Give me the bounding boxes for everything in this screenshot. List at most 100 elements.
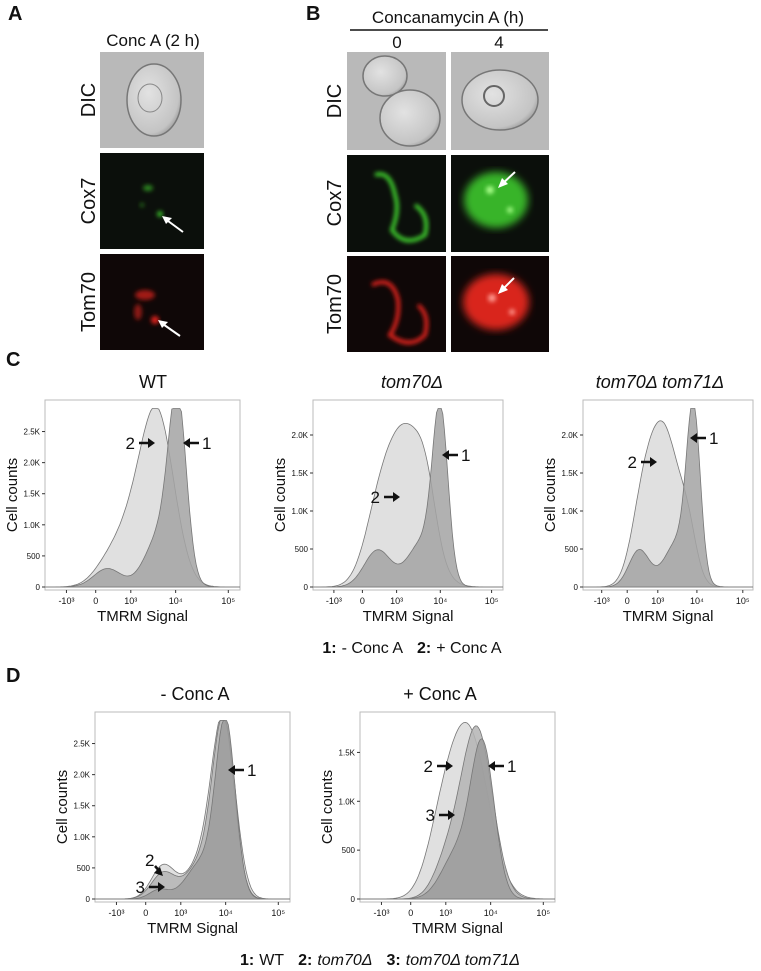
legend-key: 3:	[387, 952, 401, 969]
x-axis-label: TMRM Signal	[623, 608, 714, 625]
row-label: Cox7	[324, 180, 346, 227]
arrow-label: 1	[202, 434, 211, 453]
arrowhead	[148, 438, 155, 448]
arrowhead	[448, 810, 455, 820]
x-axis-label: TMRM Signal	[363, 608, 454, 625]
row-label: Tom70	[78, 272, 100, 332]
y-tick-label: 0	[86, 895, 91, 904]
arrowhead	[442, 450, 449, 460]
plot-title: WT	[139, 372, 167, 392]
column-label: 4	[494, 33, 503, 52]
histogram-curve	[583, 408, 753, 588]
y-tick-label: 1.0K	[24, 521, 41, 530]
histogram: tom70Δ 0 500 1.0K 1.5K 2.0K -10³ 0 10³ 10⁴ 10⁵ TMRM…	[272, 372, 504, 625]
x-tick-label: 10⁵	[485, 596, 499, 606]
x-tick-label: -10³	[108, 908, 124, 918]
y-tick-label: 2.0K	[292, 431, 309, 440]
x-tick-label: -10³	[373, 908, 389, 918]
x-tick-label: 10⁴	[484, 908, 498, 918]
panel-title: Conc A (2 h)	[106, 31, 200, 50]
x-tick-label: 0	[625, 596, 630, 606]
row-label: Tom70	[324, 274, 346, 334]
y-tick-label: 1.5K	[562, 469, 579, 478]
histogram-curve	[45, 408, 240, 588]
arrowhead	[393, 492, 400, 502]
x-tick-label: 0	[408, 908, 413, 918]
x-tick-label: 10³	[174, 908, 187, 918]
x-tick-label: 10⁵	[271, 908, 285, 918]
x-tick-label: 10⁴	[690, 596, 704, 606]
y-tick-label: 500	[565, 545, 579, 554]
legend-text: - Conc A	[342, 640, 404, 657]
x-tick-label: -10³	[58, 596, 74, 606]
y-tick-label: 2.5K	[24, 428, 41, 437]
arrowhead	[228, 765, 235, 775]
panel-letter: A	[8, 3, 22, 25]
row-label: DIC	[324, 84, 346, 118]
arrowhead	[446, 761, 453, 771]
arrow-label: 2	[371, 488, 380, 507]
y-tick-label: 0	[304, 583, 309, 592]
y-tick-label: 1.0K	[339, 797, 356, 806]
y-tick-label: 1.5K	[24, 490, 41, 499]
y-tick-label: 1.0K	[292, 507, 309, 516]
x-tick-label: 10³	[651, 596, 664, 606]
y-axis-label: Cell counts	[542, 458, 559, 532]
histogram-curve	[313, 408, 503, 588]
y-tick-label: 0	[351, 895, 356, 904]
legend: 1: WT 2: tom70Δ 3: tom70Δ tom71Δ	[240, 952, 520, 969]
arrowhead	[154, 867, 163, 876]
histogram: - Conc A 0 500 1.0K 1.5K 2.0K 2.5K -10³ 0 10³ 10⁴ 1…	[54, 684, 291, 937]
arrowhead	[183, 438, 190, 448]
column-label: 0	[392, 33, 401, 52]
x-axis-label: TMRM Signal	[97, 608, 188, 625]
x-tick-label: 10⁴	[169, 596, 183, 606]
panel-letter: C	[6, 349, 20, 371]
legend-text: + Conc A	[436, 640, 502, 657]
y-tick-label: 500	[342, 846, 356, 855]
plot-title: - Conc A	[160, 684, 229, 704]
arrowhead	[488, 761, 495, 771]
legend-text: WT	[259, 952, 284, 969]
arrow-label: 1	[247, 761, 256, 780]
y-tick-label: 0	[36, 583, 41, 592]
arrow-label: 2	[126, 434, 135, 453]
histogram: + Conc A 0 500 1.0K 1.5K -10³ 0 10³ 10⁴ 10⁵ TMRM S…	[319, 684, 556, 937]
y-tick-label: 1.0K	[74, 833, 91, 842]
y-tick-label: 500	[27, 552, 41, 561]
legend-key: 2:	[298, 952, 312, 969]
x-axis-label: TMRM Signal	[412, 920, 503, 937]
legend-key: 1:	[240, 952, 254, 969]
arrow-label: 2	[424, 757, 433, 776]
y-tick-label: 2.0K	[24, 459, 41, 468]
y-tick-label: 1.5K	[339, 748, 356, 757]
y-tick-label: 500	[295, 545, 309, 554]
plot-title: tom70Δ tom71Δ	[596, 372, 725, 392]
histogram: tom70Δ tom71Δ 0 500 1.0K 1.5K 2.0K -10³ 0 10³ 10⁴…	[542, 372, 754, 625]
x-tick-label: 0	[143, 908, 148, 918]
legend-text: tom70Δ	[317, 952, 372, 969]
y-tick-label: 2.0K	[74, 771, 91, 780]
arrow-label: 2	[628, 453, 637, 472]
x-tick-label: 10³	[124, 596, 137, 606]
x-tick-label: 10⁴	[433, 596, 447, 606]
panel-letter: D	[6, 665, 20, 687]
x-tick-label: 10⁴	[219, 908, 233, 918]
x-tick-label: -10³	[326, 596, 342, 606]
y-tick-label: 1.5K	[292, 469, 309, 478]
histogram-curve	[360, 738, 555, 900]
arrow-label: 1	[709, 429, 718, 448]
y-axis-label: Cell counts	[4, 458, 21, 532]
arrow-label: 3	[136, 878, 145, 897]
micrograph	[100, 52, 204, 350]
x-tick-label: 10⁵	[221, 596, 235, 606]
panel-letter: B	[306, 3, 320, 25]
y-tick-label: 2.0K	[562, 431, 579, 440]
x-tick-label: 0	[93, 596, 98, 606]
arrow-label: 1	[461, 446, 470, 465]
plot-title: tom70Δ	[381, 372, 443, 392]
legend-key: 2:	[417, 640, 431, 657]
x-tick-label: 10³	[390, 596, 403, 606]
